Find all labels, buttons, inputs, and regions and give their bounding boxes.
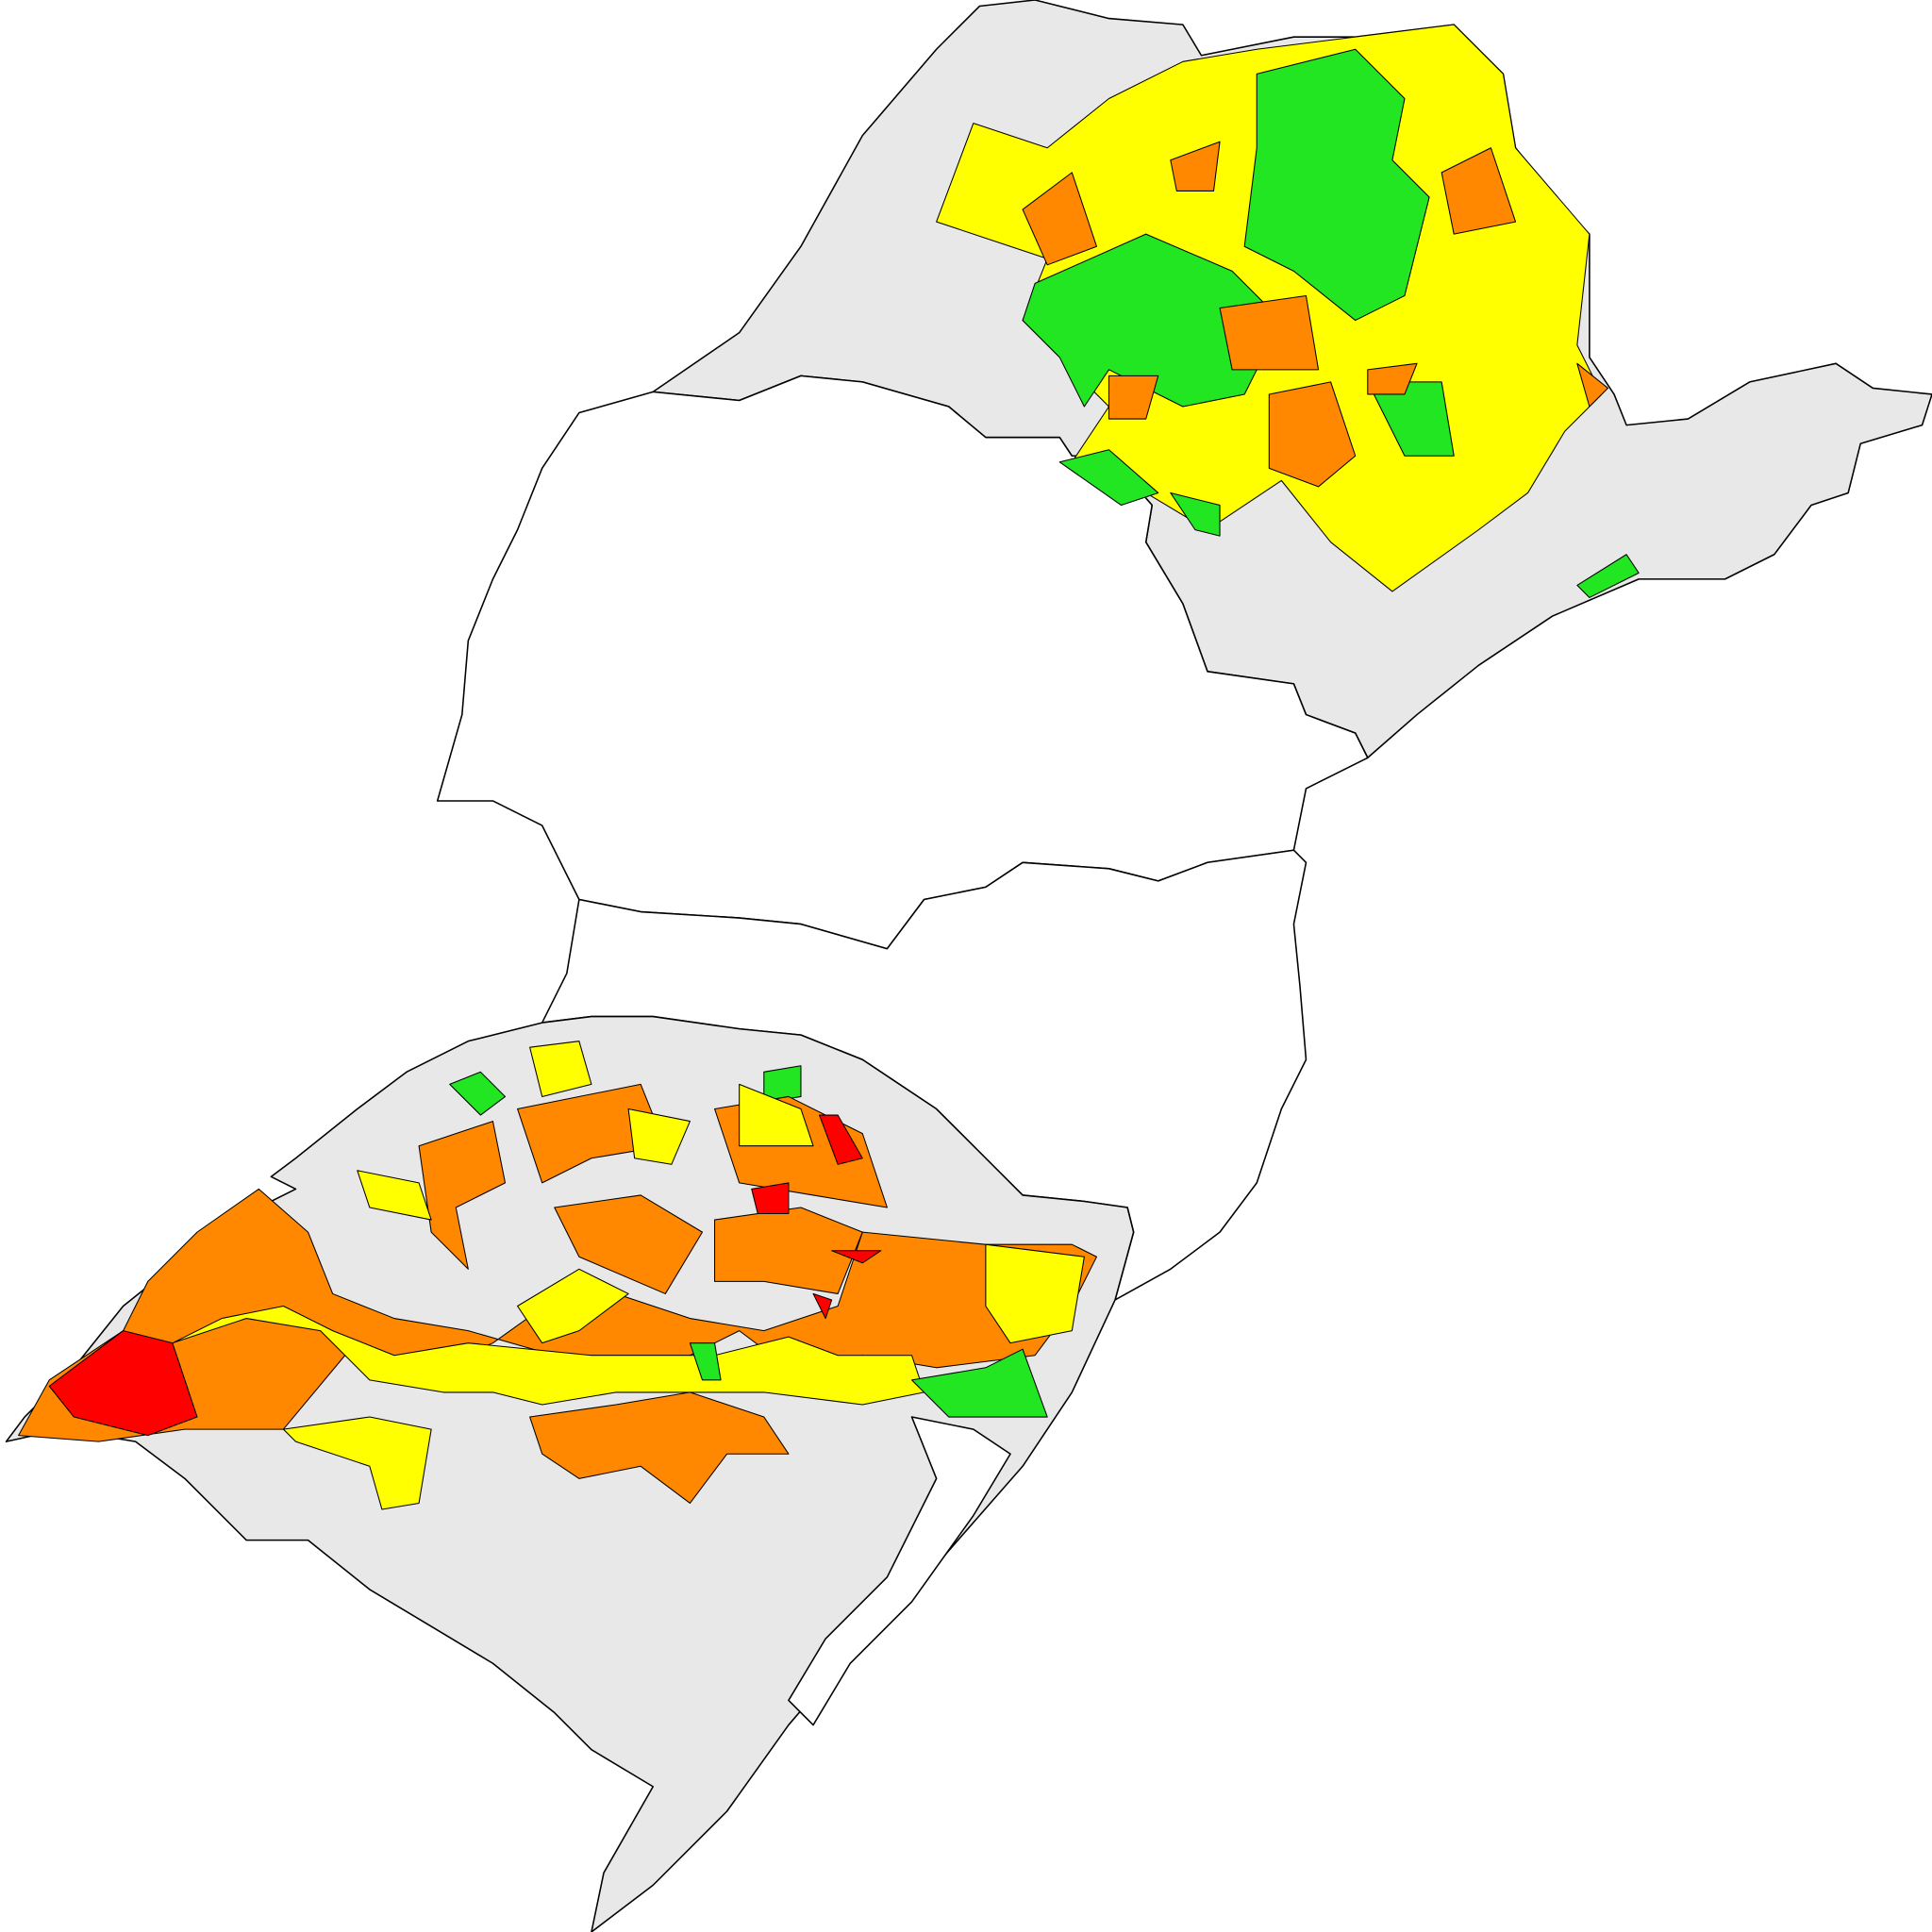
region (819, 1114, 863, 1165)
region (689, 1342, 722, 1381)
region (1441, 147, 1517, 235)
region (1022, 233, 1282, 408)
region (1576, 554, 1640, 598)
region (1367, 381, 1455, 457)
sp-regions (936, 24, 1640, 598)
rs-regions (18, 1041, 1097, 1510)
region (812, 1292, 833, 1320)
region (1367, 362, 1418, 395)
region (1022, 172, 1097, 266)
region (1576, 362, 1609, 408)
region (357, 1170, 432, 1221)
region (1170, 491, 1221, 537)
region (911, 1348, 1048, 1418)
lagoon (788, 1416, 1011, 1726)
region (831, 1250, 882, 1264)
region (48, 1330, 198, 1437)
region (418, 1121, 507, 1270)
region (627, 1108, 691, 1165)
region (1243, 48, 1430, 322)
region (529, 1391, 790, 1504)
region (739, 1083, 814, 1147)
region (282, 1416, 432, 1510)
region (985, 1243, 1085, 1344)
region (1108, 375, 1159, 420)
region (1219, 294, 1320, 371)
region (449, 1071, 507, 1116)
region (1058, 449, 1159, 507)
region (529, 1041, 592, 1097)
region (554, 1194, 704, 1294)
region (714, 1207, 863, 1294)
region (1170, 141, 1221, 192)
region (1268, 381, 1357, 488)
region (763, 1065, 802, 1104)
region (517, 1268, 629, 1344)
region (751, 1182, 790, 1215)
